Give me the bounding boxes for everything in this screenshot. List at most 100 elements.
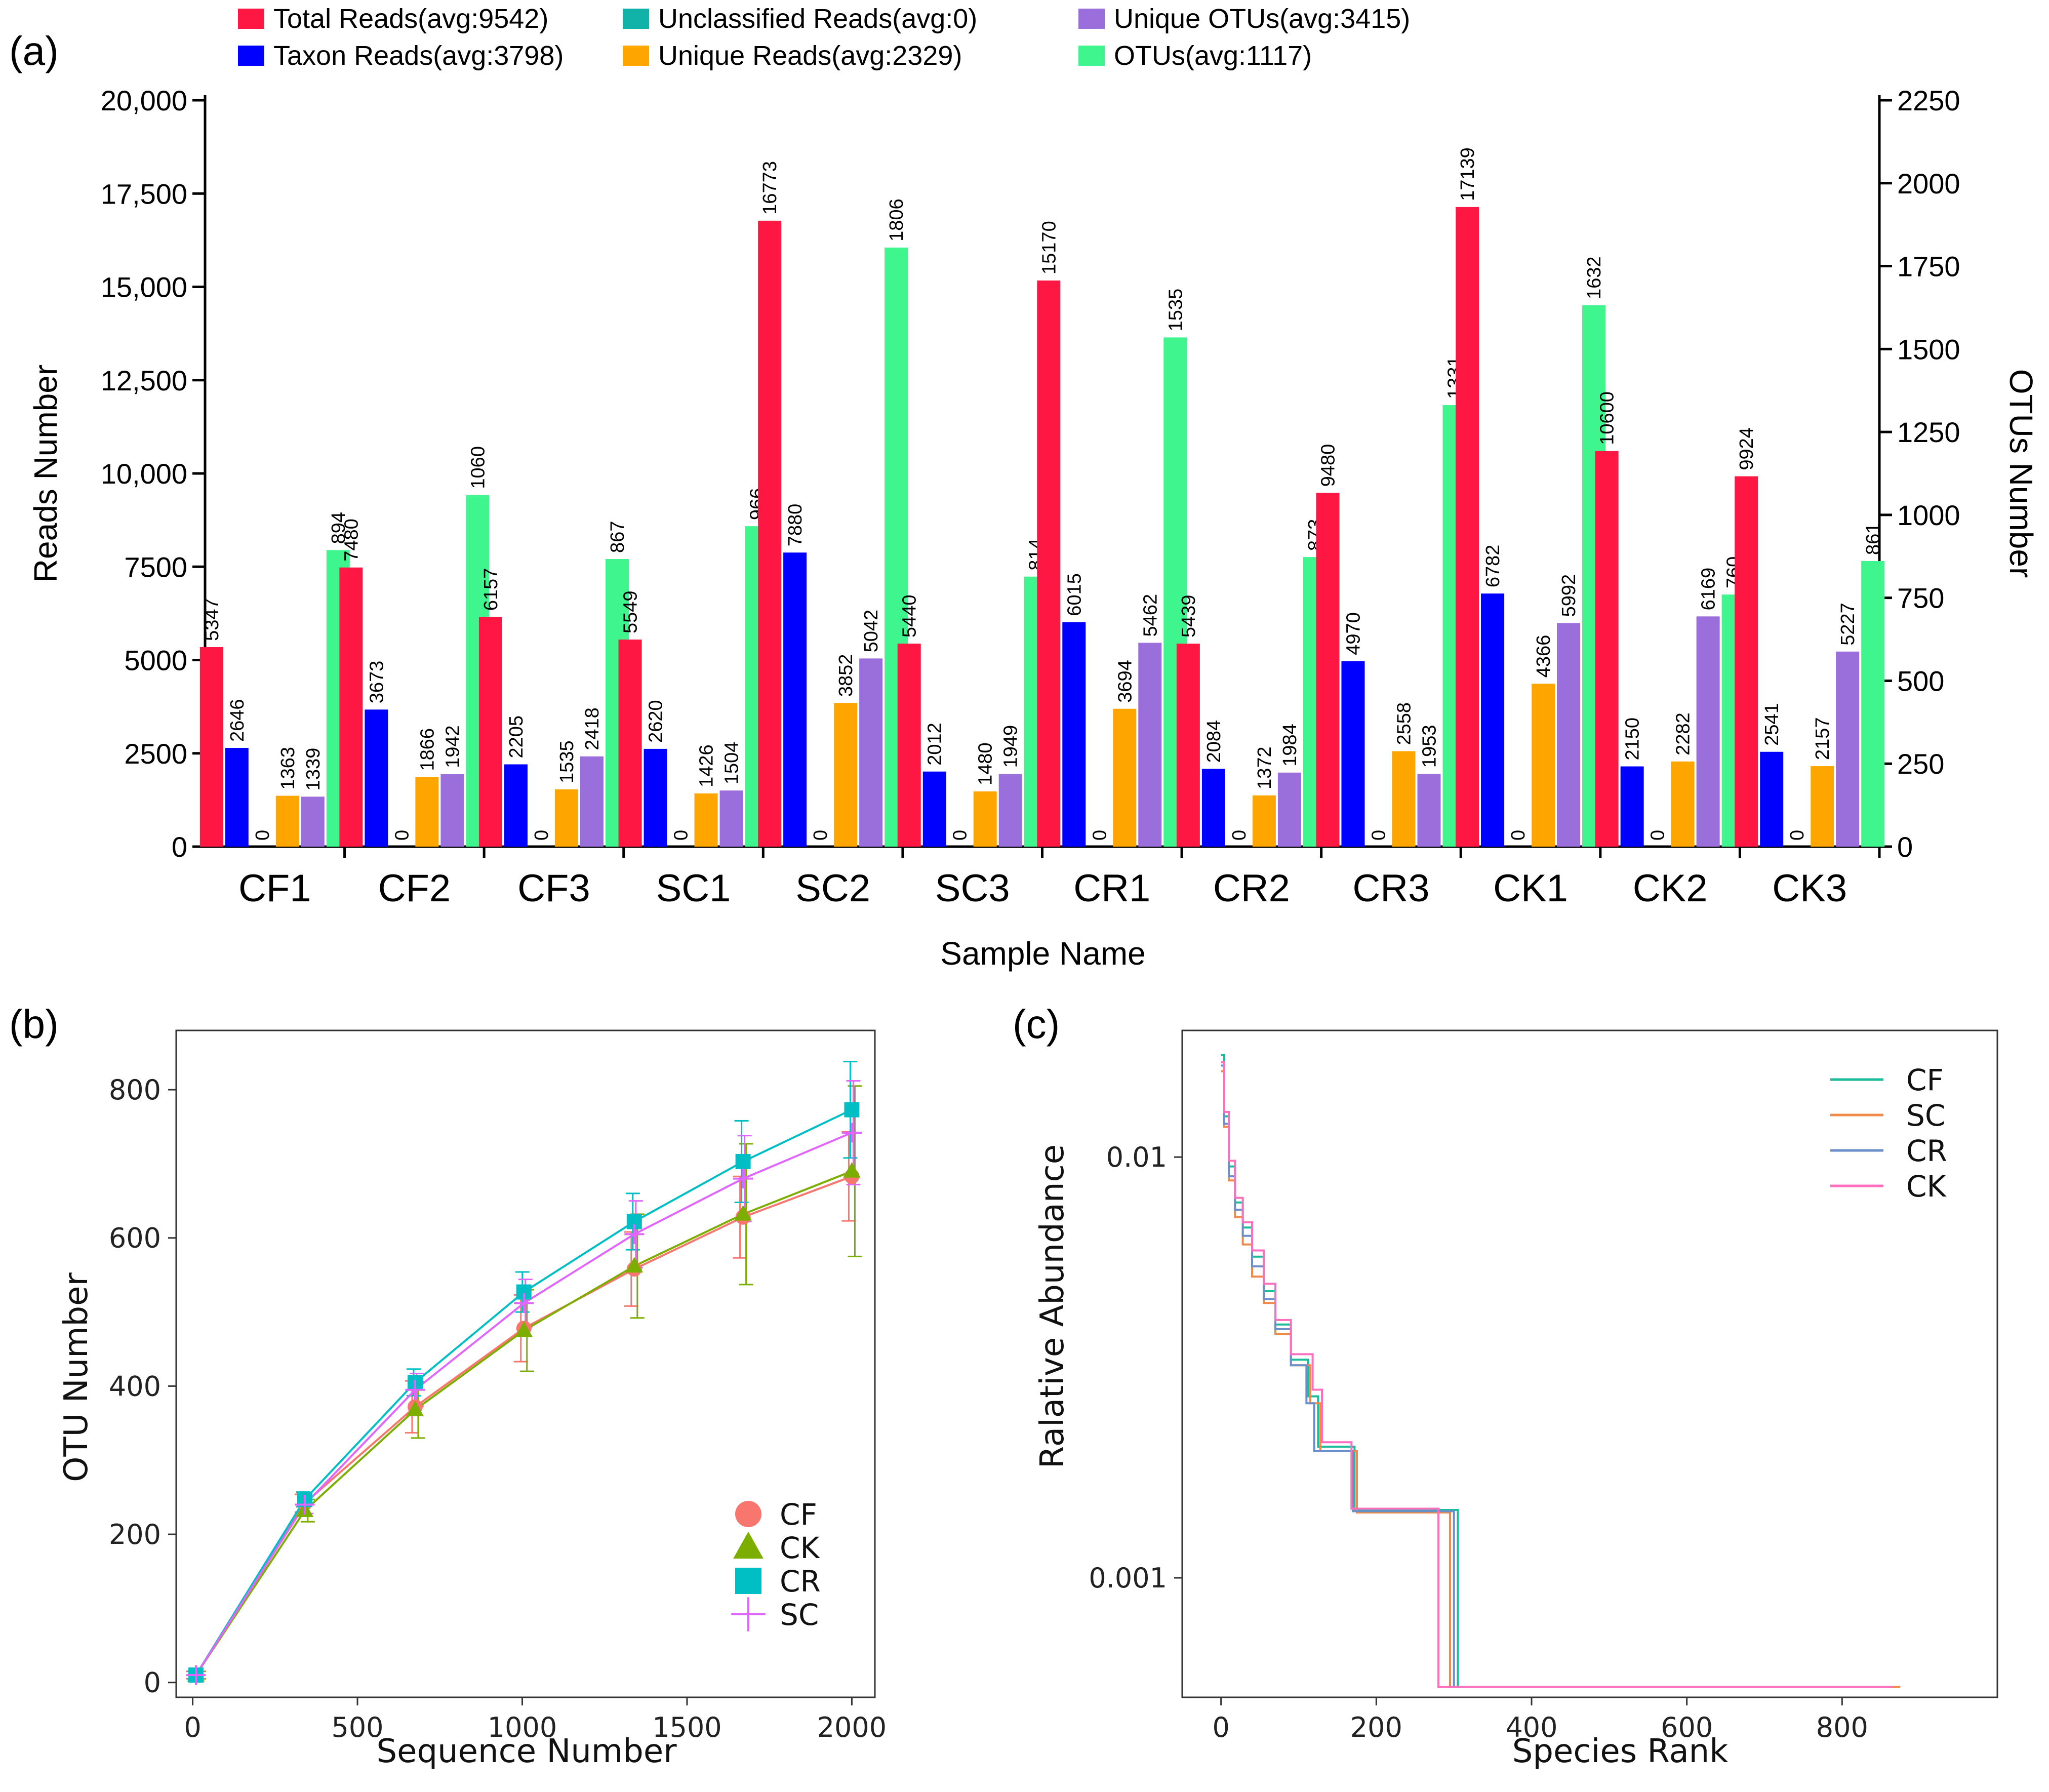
bar-CK2-series-4 [1696,616,1720,847]
panel-c-y-axis-label: Ralative Abundance [1034,1144,1071,1468]
bar-value-label: 6015 [1064,573,1085,616]
bar-SC2-series-0 [758,220,782,847]
bar-SC3-series-3 [973,791,997,847]
line-CK [1221,1061,1893,1688]
point-CK [406,1401,424,1416]
bar-SC2-series-4 [859,658,883,847]
y-axis-tick-label: 400 [109,1370,161,1402]
bar-CK3-series-0 [1735,476,1758,847]
legend-label-3: Unique Reads(avg:2329) [658,41,962,71]
bar-value-label: 2205 [506,715,527,759]
bar-CR2-series-1 [1201,769,1225,847]
legend-swatch-2 [623,9,649,29]
bar-value-label: 1953 [1419,725,1440,768]
bar-value-label: 1806 [886,198,907,242]
bar-CK2-series-3 [1671,761,1695,847]
bar-value-label: 3852 [835,654,857,697]
bar-value-label: 9924 [1736,427,1757,470]
legend-label-2: Unclassified Reads(avg:0) [658,4,977,34]
y-axis-right-tick-label: 2000 [1897,168,1960,200]
bar-value-label: 1535 [1165,289,1186,332]
panel-a-y2-axis-label: OTUs Number [2003,369,2039,578]
panel-a-label: (a) [9,28,59,73]
bar-CR1-series-4 [1138,643,1162,847]
bar-CR1-series-1 [1062,622,1086,847]
bar-value-label: 0 [1229,830,1250,841]
legend-swatch-5 [1078,46,1105,66]
plot-frame [175,1029,876,1698]
panel-a-y-axis-label: Reads Number [27,365,64,582]
bar-value-label: 0 [1368,830,1389,841]
x-axis-tick-label: 600 [1661,1711,1713,1743]
bar-value-label: 16773 [759,161,781,215]
x-axis-category-label: CF2 [378,867,451,910]
y-axis-tick-label: 200 [109,1519,161,1550]
bar-CF1-series-3 [275,795,299,847]
bar-CF3-series-4 [580,756,604,847]
bar-value-label: 5440 [899,595,920,638]
bar-value-label: 867 [607,521,628,553]
panel-b-label: (b) [9,1002,59,1047]
y-axis-right-tick-label: 500 [1897,665,1944,697]
bar-CK1-series-3 [1532,684,1555,847]
legend-marker-CR [735,1568,761,1594]
panel-c-label: (c) [1013,1002,1060,1047]
y-axis-right-tick-label: 1750 [1897,251,1960,283]
bar-value-label: 5549 [620,590,641,633]
line-CR [1221,1064,1889,1688]
legend-marker-CK [733,1531,764,1559]
x-axis-category-label: CK1 [1493,867,1568,910]
bar-CK3-series-1 [1760,751,1784,847]
legend-label-CK: CK [1906,1169,1947,1204]
x-axis-tick-label: 200 [1350,1711,1402,1743]
y-axis-left-tick-label: 5000 [124,645,187,676]
y-axis-right-tick-label: 1000 [1897,499,1960,531]
bar-CK2-series-0 [1595,451,1619,847]
bar-CF2-series-4 [440,774,464,847]
bar-CF2-series-3 [415,777,439,847]
x-axis-tick-label: 400 [1505,1711,1557,1743]
bar-value-label: 1372 [1254,746,1275,789]
bar-value-label: 5992 [1558,574,1580,617]
x-axis-tick-label: 500 [331,1711,383,1743]
point-CK [515,1321,533,1337]
panel-b-y-axis-label: OTU Number [58,1272,95,1482]
bar-value-label: 6157 [480,568,502,611]
bar-value-label: 7880 [785,504,806,547]
y-axis-tick-label: 0.01 [1106,1141,1167,1173]
x-axis-category-label: CR1 [1073,867,1150,910]
bar-CF1-series-1 [225,747,249,847]
bar-value-label: 2558 [1393,702,1415,745]
bar-value-label: 1060 [467,446,489,489]
bar-value-label: 6169 [1698,568,1719,611]
legend-marker-SC [731,1597,766,1631]
bar-value-label: 2620 [646,700,667,743]
point-CK [843,1162,861,1178]
bar-value-label: 1984 [1279,724,1301,767]
legend-label-CK: CK [780,1531,820,1565]
bar-CF1-series-4 [301,797,325,847]
legend-label-0: Total Reads(avg:9542) [273,4,548,34]
y-axis-right-tick-label: 250 [1897,748,1944,780]
y-axis-right-tick-label: 1250 [1897,416,1960,448]
bar-value-label: 1949 [1000,725,1022,768]
bar-CR3-series-1 [1341,661,1365,847]
point-CR [844,1102,860,1118]
x-axis-category-label: CR3 [1352,867,1429,910]
bar-CR2-series-4 [1277,772,1301,847]
y-axis-tick-label: 600 [109,1222,161,1254]
legend-label-CF: CF [1906,1063,1944,1097]
bar-value-label: 2282 [1673,712,1694,755]
bar-CF3-series-3 [554,789,578,847]
bar-value-label: 0 [1508,830,1529,841]
y-axis-right-tick-label: 0 [1897,831,1913,863]
bar-CK3-series-3 [1811,766,1834,847]
bar-value-label: 2012 [925,723,946,766]
bar-SC1-series-0 [618,640,642,847]
point-SC [295,1495,315,1515]
line-CF [1221,1054,1897,1688]
panel-b-rarefaction-chart: (b) 0 500 1000 1500 20000200400600800CFCKCRS… [9,1002,887,1770]
